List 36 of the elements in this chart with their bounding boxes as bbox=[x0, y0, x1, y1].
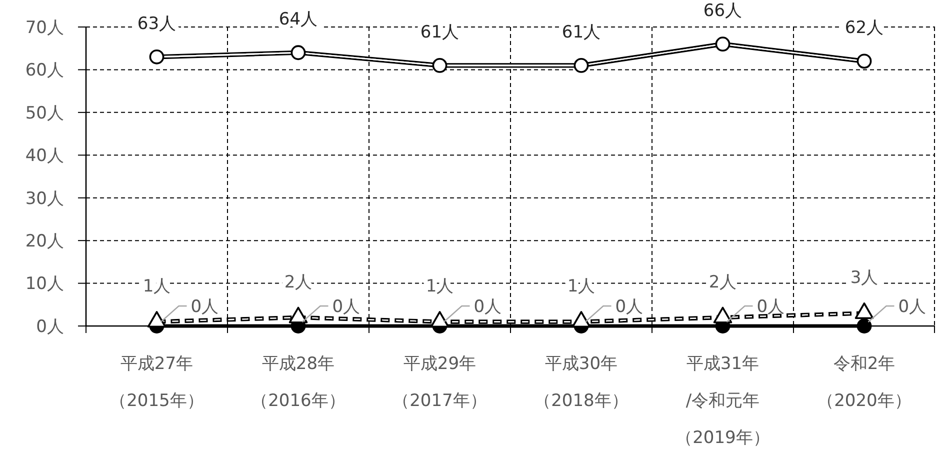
data-label: 64人 bbox=[278, 10, 318, 30]
y-tick-label: 50人 bbox=[25, 103, 64, 124]
point bbox=[715, 36, 730, 52]
data-label: 0人 bbox=[615, 296, 644, 317]
data-label: 66人 bbox=[703, 1, 742, 22]
data-label: 0人 bbox=[756, 296, 785, 317]
data-label: 0人 bbox=[332, 296, 360, 317]
y-tick-label: 60人 bbox=[25, 60, 64, 81]
point bbox=[432, 58, 448, 73]
y-tick-label: 20人 bbox=[25, 232, 64, 252]
x-tick-label: 平成30年（2018年） bbox=[534, 354, 628, 411]
y-tick-label: 0人 bbox=[36, 316, 64, 337]
data-label: 1人 bbox=[142, 276, 171, 297]
y-tick-label: 10人 bbox=[25, 274, 64, 294]
point bbox=[149, 49, 164, 64]
x-tick-label: 平成28年（2016年） bbox=[251, 354, 346, 411]
y-tick-label: 30人 bbox=[25, 188, 64, 209]
point bbox=[574, 58, 589, 73]
x-tick-label: 平成29年（2017年） bbox=[392, 354, 487, 411]
data-label: 2人 bbox=[284, 272, 312, 292]
data-label: 0人 bbox=[474, 296, 502, 317]
y-tick-label: 70人 bbox=[25, 18, 64, 38]
x-tick-label: 平成31年/令和元年（2019年） bbox=[676, 354, 770, 448]
data-label: 0人 bbox=[190, 296, 219, 317]
x-tick-label: 令和2年（2020年） bbox=[817, 354, 912, 411]
point bbox=[856, 54, 872, 69]
y-tick-label: 40人 bbox=[25, 146, 64, 166]
data-label: 62人 bbox=[844, 18, 884, 38]
x-tick-label: 平成27年（2015年） bbox=[110, 354, 204, 411]
data-label: 0人 bbox=[898, 296, 926, 317]
data-label: 63人 bbox=[137, 14, 176, 34]
point bbox=[290, 45, 306, 60]
data-label: 3人 bbox=[850, 268, 878, 288]
data-label: 61人 bbox=[562, 22, 601, 42]
point bbox=[856, 318, 872, 334]
data-label: 61人 bbox=[420, 22, 460, 42]
